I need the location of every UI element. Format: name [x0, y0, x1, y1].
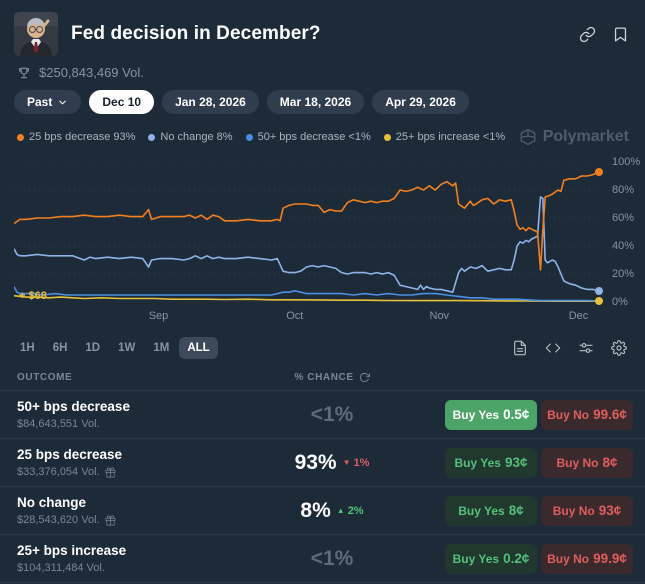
arrow-down-icon: ▼ [342, 458, 351, 467]
chevron-down-icon [59, 100, 67, 104]
x-axis-tick: Oct [286, 310, 304, 322]
table-row: 25 bps decrease $33,376,054 Vol. 93% ▼ 1… [0, 439, 645, 487]
legend-dot-0 [17, 133, 24, 141]
legend-item: No change 8% [148, 131, 233, 143]
legend-item: 25 bps decrease 93% [17, 131, 135, 143]
timeframe-1m[interactable]: 1M [145, 337, 177, 359]
outcome-column-header: OUTCOME [17, 372, 73, 383]
polymarket-watermark: Polymarket [519, 128, 629, 146]
gear-icon[interactable] [611, 340, 627, 356]
y-axis-labels: 100% 80% 60% 40% 20% 0% [612, 156, 641, 308]
table-row: 50+ bps decrease $84,643,551 Vol. <1% Bu… [0, 391, 645, 439]
chart-annotation: + $68 [19, 290, 47, 302]
chart-toolbar: 1H 6H 1D 1W 1M ALL [12, 337, 627, 359]
x-axis-tick: Sep [148, 310, 169, 322]
link-icon[interactable] [579, 26, 596, 43]
outcome-volume: $33,376,054 Vol. [17, 466, 100, 478]
price-chart: + $68 100% 80% 60% 40% 20% 0% Sep Oct Nov D… [14, 156, 645, 325]
tab-apr-29-2026[interactable]: Apr 29, 2026 [372, 90, 469, 114]
legend-dot-1 [148, 133, 156, 141]
buy-no-button[interactable]: Buy No 93¢ [541, 495, 633, 526]
buy-yes-button[interactable]: Buy Yes 93¢ [445, 447, 537, 478]
chance-value: <1% [310, 402, 354, 426]
tab-jan-28-2026[interactable]: Jan 28, 2026 [162, 90, 259, 114]
page-title: Fed decision in December? [71, 23, 321, 44]
timeframe-6h[interactable]: 6H [45, 337, 76, 359]
table-header: OUTCOME % CHANCE [0, 372, 645, 391]
chance-value: 8% [300, 498, 331, 522]
x-axis-tick: Nov [429, 310, 450, 322]
total-volume: $250,843,469 Vol. [39, 65, 144, 80]
gift-icon [105, 515, 116, 525]
trophy-icon [18, 67, 30, 78]
chance-change: ▲ 2% [336, 504, 364, 517]
timeframe-1h[interactable]: 1H [12, 337, 43, 359]
series-end-dot [595, 167, 603, 176]
buy-no-button[interactable]: Buy No 99.6¢ [541, 399, 633, 430]
buy-no-button[interactable]: Buy No 99.9¢ [541, 543, 633, 574]
arrow-up-icon: ▲ [336, 506, 345, 515]
x-axis-tick: Dec [568, 310, 589, 322]
series-end-dot [595, 297, 603, 306]
chance-change: ▼ 1% [342, 456, 370, 469]
buy-yes-button[interactable]: Buy Yes 0.5¢ [445, 399, 537, 430]
timeframe-all[interactable]: ALL [179, 337, 218, 359]
polymarket-logo-icon [520, 128, 536, 146]
refresh-icon[interactable] [359, 372, 370, 383]
series-end-dot [595, 286, 603, 295]
legend-dot-2 [245, 133, 253, 141]
past-dropdown[interactable]: Past [14, 90, 82, 114]
market-header: Fed decision in December? [0, 0, 645, 56]
price-chart-svg [14, 162, 599, 302]
tab-dec-10[interactable]: Dec 10 [89, 90, 155, 114]
code-icon[interactable] [545, 340, 561, 356]
outcome-name[interactable]: No change [17, 495, 87, 510]
chart-plot-area[interactable]: + $68 [14, 162, 603, 306]
chance-value: 93% [294, 450, 337, 474]
chart-legend: 25 bps decrease 93% No change 8% 50+ bps… [17, 128, 629, 146]
tab-mar-18-2026[interactable]: Mar 18, 2026 [266, 90, 365, 114]
bookmark-icon[interactable] [612, 26, 629, 43]
outcome-volume: $84,643,551 Vol. [17, 418, 100, 430]
date-tabs: Past Dec 10 Jan 28, 2026 Mar 18, 2026 Ap… [14, 90, 629, 114]
x-axis-labels: Sep Oct Nov Dec [14, 310, 599, 325]
legend-dot-3 [383, 133, 391, 141]
buy-yes-button[interactable]: Buy Yes 0.2¢ [445, 543, 537, 574]
chance-column-header: % CHANCE [294, 372, 354, 383]
timeframe-1w[interactable]: 1W [110, 337, 143, 359]
volume-row: $250,843,469 Vol. [17, 65, 629, 80]
outcome-name[interactable]: 25+ bps increase [17, 543, 127, 558]
outcome-name[interactable]: 50+ bps decrease [17, 399, 130, 414]
market-avatar [14, 12, 58, 56]
legend-item: 50+ bps decrease <1% [245, 131, 371, 143]
legend-item: 25+ bps increase <1% [383, 131, 505, 143]
table-row: No change $28,543,620 Vol. 8% ▲ 2% Buy Y… [0, 487, 645, 535]
outcome-volume: $28,543,620 Vol. [17, 514, 100, 526]
timeframe-1d[interactable]: 1D [77, 337, 108, 359]
buy-no-button[interactable]: Buy No 8¢ [541, 447, 633, 478]
buy-yes-button[interactable]: Buy Yes 8¢ [445, 495, 537, 526]
gift-icon [105, 467, 116, 477]
sliders-icon[interactable] [578, 340, 594, 356]
chance-value: <1% [310, 546, 354, 570]
table-row: 25+ bps increase $104,311,484 Vol. <1% B… [0, 535, 645, 583]
document-icon[interactable] [512, 340, 528, 356]
outcome-name[interactable]: 25 bps decrease [17, 447, 123, 462]
outcome-volume: $104,311,484 Vol. [17, 562, 105, 574]
